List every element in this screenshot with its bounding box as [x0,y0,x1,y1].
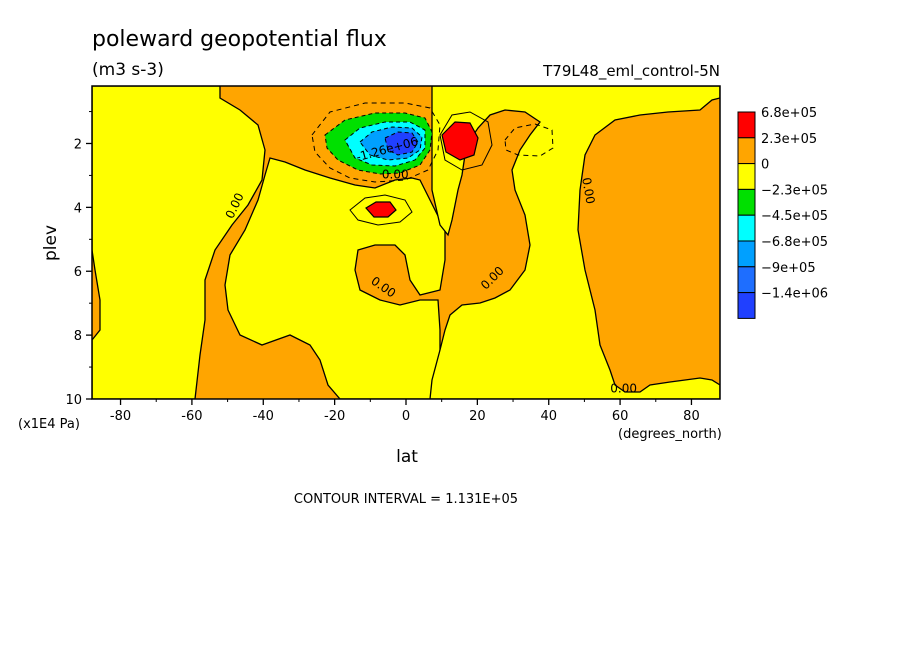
positive-contour-upper-outer [439,111,493,171]
positive-max-mid [365,201,397,218]
y-axis-label: plev [41,225,61,261]
legend-swatch [737,137,756,165]
yellow-southern-band [92,86,266,399]
legend-swatch [737,214,756,242]
legend-swatch [737,240,756,268]
legend-label: −9e+05 [761,261,816,276]
y-tick-label: 8 [74,329,82,344]
legend-label: 2.3e+05 [761,132,817,147]
y-axis: 2 4 6 8 10 [65,111,92,408]
y-tick-label: 4 [74,201,82,216]
negative-contour-north [504,123,554,157]
legend-label: −4.5e+05 [761,209,828,224]
x-tick-label: 40 [540,409,557,424]
x-tick-label: 20 [469,409,486,424]
legend-swatch [737,111,756,139]
legend-swatch [737,163,756,190]
positive-contour-mid-outer [349,194,413,226]
negative-jet-core [384,131,419,156]
x-tick-label: -80 [110,409,131,424]
x-tick-label: -40 [253,409,274,424]
y-tick-label: 2 [74,137,82,152]
x-tick-label: 60 [612,409,629,424]
x-axis: -80 -60 -40 -20 0 20 40 60 80 [110,399,700,424]
y-axis-units: (x1E4 Pa) [18,417,80,432]
legend-label: −6.8e+05 [761,235,828,250]
y-tick-label: 6 [74,265,82,280]
positive-max-upper [441,121,479,161]
negative-contour-outer [311,102,441,183]
legend-label: −1.4e+06 [761,287,828,302]
contour-interval: CONTOUR INTERVAL = 1.131E+05 [294,492,518,507]
x-tick-label: 0 [402,409,410,424]
x-tick-label: -20 [324,409,345,424]
x-axis-label: lat [396,447,418,467]
legend-swatch [737,188,756,216]
contour-label: 0.00 [382,168,409,182]
legend-label: 0 [761,158,769,173]
experiment-label: T79L48_eml_control-5N [542,62,720,81]
x-tick-label: -60 [181,409,202,424]
contour-label: 0.00 [610,382,637,396]
plot-area: 0.000.000.00 0.000.000.00-1.26e+06 -80 -60… [65,85,721,424]
chart-units: (m3 s-3) [92,60,164,80]
legend-label: 6.8e+05 [761,106,817,121]
legend-swatch [737,266,756,294]
legend-label: −2.3e+05 [761,183,828,198]
y-tick-label: 10 [65,393,82,408]
legend-swatch [737,292,756,319]
colorbar-legend: 6.8e+05 2.3e+05 0 −2.3e+05 −4.5e+05 −6.8e+05 −… [737,106,828,319]
contour-label: 0.00 [579,176,597,205]
x-axis-units: (degrees_north) [618,427,722,442]
chart-title: poleward geopotential flux [92,27,387,52]
x-tick-label: 80 [683,409,700,424]
